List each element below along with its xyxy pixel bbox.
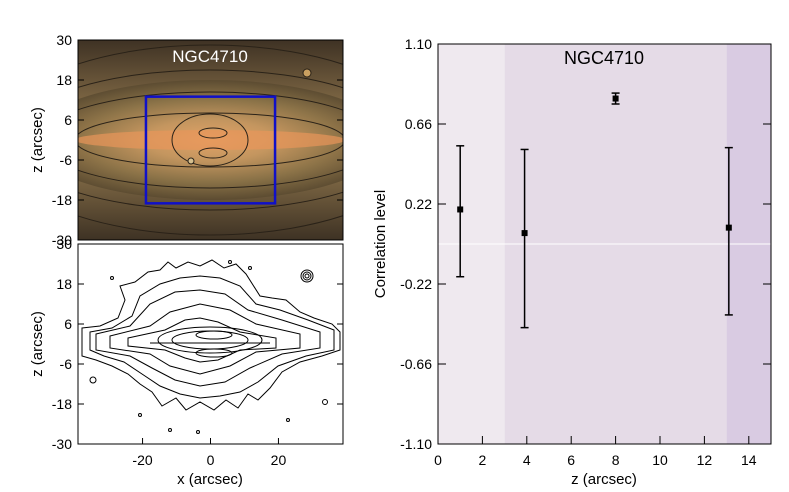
y-tick-label: 30	[56, 32, 72, 48]
image-panel: NGC4710 30 18 6 -6 -18 -30 z (arcsec)	[29, 32, 344, 248]
x-tick-label: 10	[652, 452, 668, 468]
image-contours	[78, 44, 343, 236]
contour-ylabel: z (arcsec)	[29, 311, 46, 377]
image-title: NGC4710	[172, 47, 248, 66]
contour-lines	[81, 259, 341, 434]
data-point	[456, 145, 465, 278]
star	[302, 68, 312, 78]
y-tick-label: 18	[56, 72, 72, 88]
x-tick-label: 8	[612, 452, 620, 468]
y-tick-label: 1.10	[405, 36, 432, 52]
y-tick-label: -18	[52, 192, 72, 208]
correlation-xlabel: z (arcsec)	[571, 471, 637, 488]
y-tick-label: -1.10	[400, 436, 432, 452]
data-point	[611, 92, 620, 105]
y-tick-label: -6	[60, 356, 73, 372]
galaxy-disk	[78, 130, 343, 150]
y-tick-label: 0.22	[405, 196, 432, 212]
y-tick-label: -0.66	[400, 356, 432, 372]
contour-xlabel: x (arcsec)	[177, 471, 243, 488]
y-tick-label: -18	[52, 396, 72, 412]
correlation-ylabel: Correlation level	[372, 190, 389, 298]
x-tick-label: 4	[523, 452, 531, 468]
y-tick-label: 0.66	[405, 116, 432, 132]
selection-box	[144, 95, 277, 205]
y-tick-label: -30	[52, 436, 72, 452]
correlation-title: NGC4710	[564, 48, 644, 68]
star	[187, 157, 195, 165]
x-tick-label: 14	[741, 452, 757, 468]
image-ylabel: z (arcsec)	[29, 107, 46, 173]
x-tick-label: -20	[132, 452, 152, 468]
marker	[612, 95, 619, 102]
y-tick-label: 30	[56, 236, 72, 252]
x-tick-label: 12	[697, 452, 713, 468]
y-tick-label: -6	[60, 152, 73, 168]
correlation-panel: NGC4710 1.10 0.66 0.22 -0.22 -0.66 -1.10 0 2 4 6…	[372, 36, 772, 488]
marker	[725, 224, 732, 231]
x-tick-label: 0	[434, 452, 442, 468]
y-tick-label: 6	[64, 112, 72, 128]
marker	[521, 230, 528, 237]
y-tick-label: 6	[64, 316, 72, 332]
y-tick-label: 18	[56, 276, 72, 292]
correlation-frame	[437, 43, 772, 445]
y-tick-label: -30	[52, 232, 72, 248]
x-tick-label: 0	[207, 452, 215, 468]
x-tick-label: 2	[479, 452, 487, 468]
contour-panel: 30 18 6 -6 -18 -30 -20 0 20 z (arcsec) x (arcse…	[29, 236, 344, 488]
data-point	[724, 146, 733, 316]
x-tick-label: 20	[271, 452, 287, 468]
data-point	[520, 148, 529, 329]
image-frame	[77, 39, 344, 241]
y-tick-label: -0.22	[400, 276, 432, 292]
marker	[457, 206, 464, 213]
x-tick-label: 6	[567, 452, 575, 468]
